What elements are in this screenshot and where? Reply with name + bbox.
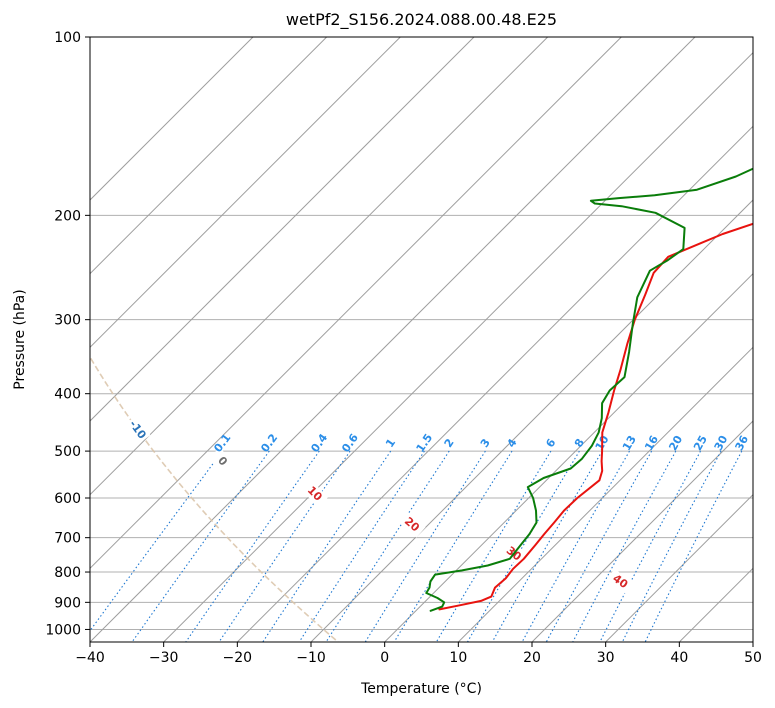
x-tick-label: 40 (670, 650, 688, 666)
y-axis-ticks: 100 200 300 400 500 600 700 800 900 1000 (45, 30, 90, 638)
x-tick-label: −30 (149, 650, 179, 666)
mixing-ratio-label: 36 (732, 433, 751, 453)
y-tick-label: 200 (54, 208, 81, 224)
x-tick-label: 50 (744, 650, 762, 666)
isotherm-line (90, 37, 475, 422)
y-tick-label: 1000 (45, 622, 81, 638)
x-tick-label: 30 (597, 650, 615, 666)
mixing-ratio-lines (90, 450, 743, 642)
isotherm-line (236, 125, 753, 642)
moist-adiabat (768, 32, 775, 642)
pressure-gridlines (90, 37, 753, 630)
x-axis-label: Temperature (°C) (360, 681, 482, 697)
x-tick-label: −20 (223, 650, 253, 666)
y-tick-label: 800 (54, 565, 81, 581)
x-tick-label: 0 (380, 650, 389, 666)
label-mask (124, 415, 151, 444)
chart-title: wetPf2_S156.2024.088.00.48.E25 (286, 10, 557, 30)
isotherm-line (605, 493, 753, 642)
x-tick-label: 10 (449, 650, 467, 666)
isotherm-line (90, 37, 622, 570)
mixing-ratio-line (218, 450, 351, 642)
x-axis-ticks: −40 −30 −20 −10 0 10 20 30 40 50 (75, 642, 762, 666)
isotherm-line (384, 272, 753, 642)
y-tick-label: 100 (54, 30, 81, 46)
mixing-ratio-line (621, 450, 722, 642)
isotherm-line (531, 420, 753, 642)
mixing-ratio-line (393, 450, 513, 642)
dry-adiabats (90, 355, 339, 642)
label-mask (606, 568, 635, 595)
dry-adiabat (90, 355, 339, 642)
isotherm-line (163, 51, 753, 642)
x-tick-label: −10 (296, 650, 326, 666)
isotherm-line (90, 37, 254, 201)
mixing-ratio-label: 25 (691, 433, 710, 453)
isotherm-line (457, 346, 753, 642)
y-tick-label: 400 (54, 387, 81, 403)
mixing-ratio-line (572, 450, 677, 642)
label-mask (398, 511, 426, 538)
isotherm-line (310, 199, 753, 642)
mixing-ratio-line (521, 450, 630, 642)
profile-series (425, 167, 753, 612)
mixing-ratio-line (545, 450, 653, 642)
isotherm-line (90, 37, 328, 275)
skewed-isotherms (90, 37, 753, 642)
mixing-ratio-line (364, 450, 486, 642)
y-tick-label: 300 (54, 313, 81, 329)
mixing-ratio-line (467, 450, 580, 642)
isotherm-line (90, 37, 696, 642)
mixing-ratio-line (435, 450, 552, 642)
y-tick-label: 700 (54, 531, 81, 547)
label-mask (209, 447, 236, 475)
label-mask (301, 480, 329, 508)
mixing-ratio-line (599, 450, 701, 642)
isotherm-line (90, 37, 401, 349)
y-axis-label: Pressure (hPa) (12, 289, 28, 389)
y-tick-label: 600 (54, 491, 81, 507)
dewpoint-line (425, 167, 753, 612)
y-tick-label: 500 (54, 444, 81, 460)
mixing-ratio-line (131, 450, 270, 642)
temperature-line (438, 222, 753, 611)
mixing-ratio-line (185, 450, 320, 642)
x-tick-label: −40 (75, 650, 105, 666)
mixing-ratio-line (491, 450, 603, 642)
isotherm-line (752, 641, 753, 642)
plot-background (90, 37, 753, 642)
x-tick-label: 20 (523, 650, 541, 666)
y-tick-label: 900 (54, 595, 81, 611)
plot-frame (89, 36, 754, 643)
isotherm-line (90, 37, 549, 496)
